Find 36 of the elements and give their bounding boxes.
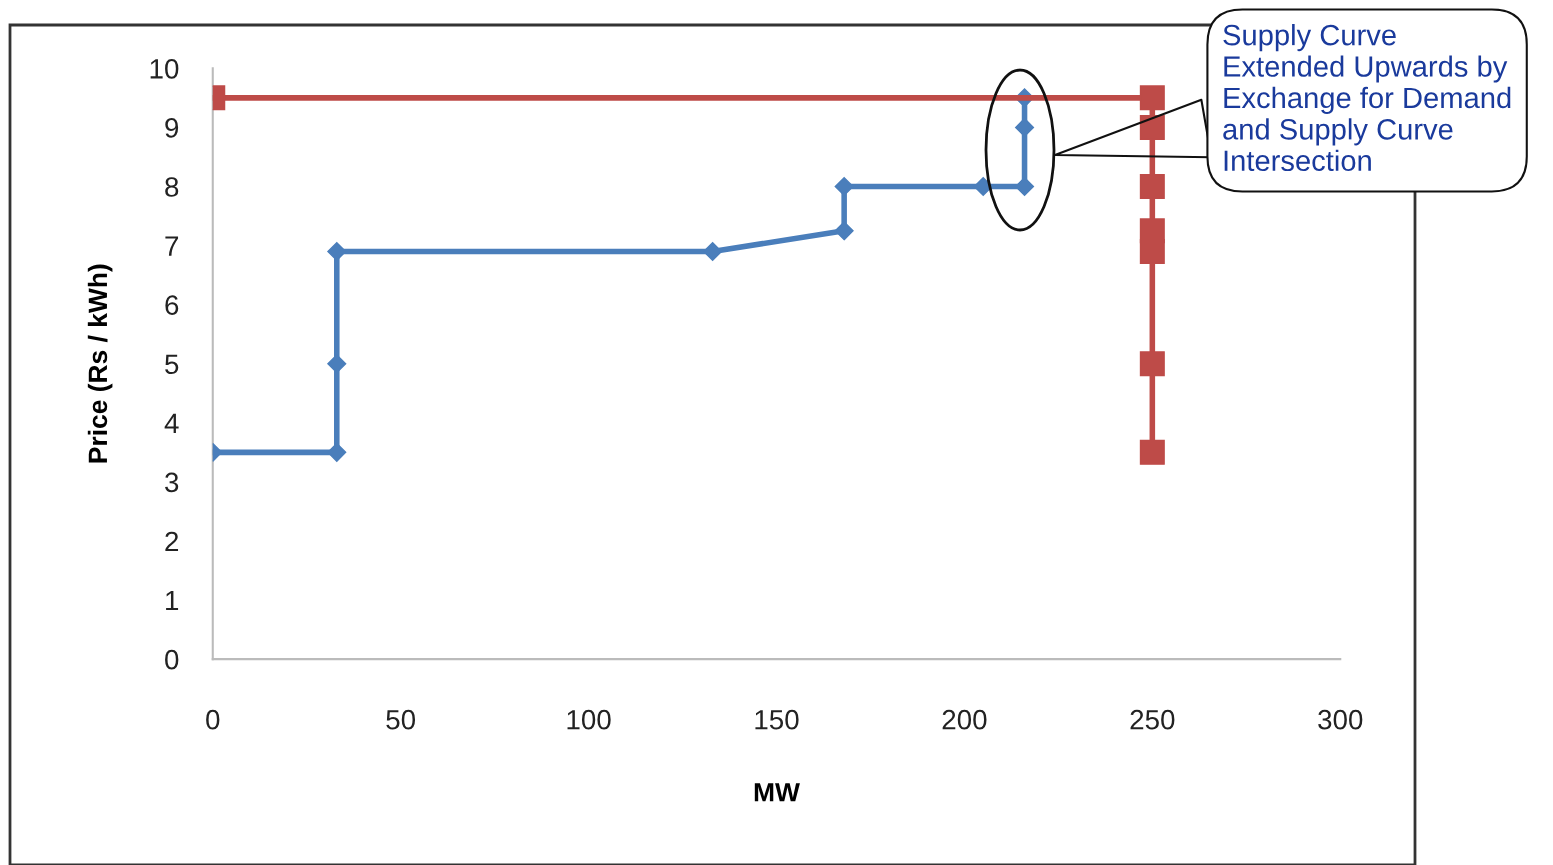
point [834,221,854,241]
x-tick-label: 250 [1130,709,1175,730]
point [327,241,347,262]
point [1139,114,1165,140]
y-tick-label: 6 [165,295,179,315]
point [1015,117,1035,137]
point [327,442,347,462]
x-tick-label: 100 [567,709,611,730]
point [1139,238,1165,264]
x-tick-label: 150 [755,709,799,730]
point [973,176,993,197]
y-tick-label: 4 [164,413,179,433]
point [1139,351,1165,377]
x-tick-label: 0 [206,709,220,730]
point [834,176,854,197]
y-tick-label: 9 [165,118,179,138]
point [327,354,347,374]
x-tick-label: 300 [1318,709,1363,730]
x-tick-label: 50 [386,709,416,730]
y-tick-label: 1 [166,591,179,611]
y-tick-label: 7 [165,236,179,256]
y-tick-label: 2 [165,531,179,552]
y-tick-label: 10 [150,59,179,79]
y-tick-label: 0 [165,649,179,670]
point [1139,173,1165,199]
y-tick-label: 5 [165,354,179,375]
point [1139,85,1165,111]
x-axis-title: MW [754,783,800,802]
point [1139,439,1165,465]
y-axis-title: Price (Rs / kWh) [87,264,113,463]
point [1015,176,1035,197]
y-tick-label: 3 [165,472,179,493]
x-tick-label: 200 [942,709,987,730]
annotation: Supply Curve Extended Upwards by Exchange for Demand and Supply Curve Intersection [1223,24,1511,172]
y-tick-label: 8 [165,177,179,197]
point [703,241,723,262]
